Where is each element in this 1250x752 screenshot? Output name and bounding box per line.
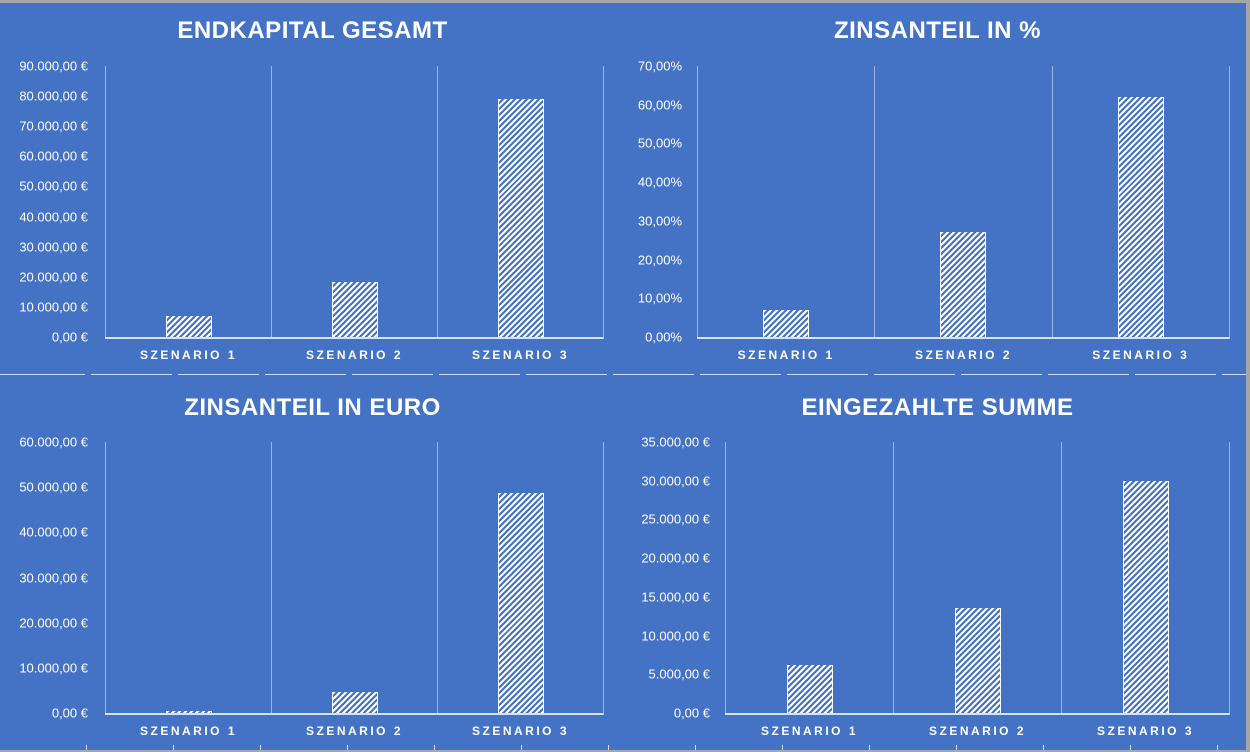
y-axis-tick-label: 50.000,00 € [19,178,88,194]
bar-szenario-1[interactable] [165,710,212,713]
category-column: SZENARIO 2 [893,442,1061,738]
category-axis-label: SZENARIO 2 [305,724,404,738]
y-axis-tick-label: 40.000,00 € [19,524,88,540]
y-axis-tick-label: 80.000,00 € [19,88,88,104]
category-column: SZENARIO 3 [1051,66,1229,362]
category-column: SZENARIO 2 [271,442,437,738]
y-axis-tick-label: 90.000,00 € [19,58,88,74]
y-axis-tick-label: 0,00 € [51,705,88,721]
category-axis-label: SZENARIO 1 [760,724,859,738]
category-axis-label: SZENARIO 3 [1092,348,1190,362]
y-axis-tick-label: 20.000,00 € [641,550,710,566]
window-edge-right [1246,0,1250,752]
y-axis-tick-label: 20,00% [637,252,682,268]
bar-szenario-3[interactable] [1122,480,1169,713]
category-axis-label: SZENARIO 2 [305,348,404,362]
category-column: SZENARIO 1 [105,66,271,362]
chart-title: ZINSANTEIL IN EURO [184,394,441,421]
y-axis-tick-label: 30.000,00 € [19,570,88,585]
chart-panel-endkapital-gesamt[interactable]: ENDKAPITAL GESAMT SZENARIO 1 SZENARIO 2 SZ… [0,0,625,374]
y-axis-tick-label: 40.000,00 € [19,209,88,225]
y-axis-tick-label: 40,00% [637,174,682,190]
bar-szenario-1[interactable] [165,315,212,337]
category-column: SZENARIO 1 [105,442,271,738]
plot-area: SZENARIO 1 SZENARIO 2 SZENARIO 3 [105,442,604,738]
category-axis-label: SZENARIO 3 [471,724,570,738]
chart-panel-zinsanteil-prozent[interactable]: ZINSANTEIL IN % SZENARIO 1 SZENARIO 2 SZEN… [625,0,1250,374]
window-edge-top [0,0,1250,3]
category-column: SZENARIO 1 [725,442,893,738]
category-axis-label: SZENARIO 1 [139,724,238,738]
bar-szenario-3[interactable] [497,99,544,337]
y-axis-tick-label: 10.000,00 € [19,660,88,676]
y-axis-tick-label: 50,00% [637,135,682,151]
y-axis-tick-label: 20.000,00 € [19,615,88,631]
y-axis-tick-label: 10.000,00 € [641,628,710,644]
y-axis-tick-label: 15.000,00 € [641,589,710,605]
y-axis-tick-label: 35.000,00 € [641,434,710,450]
y-axis-tick-label: 30.000,00 € [19,239,88,255]
y-axis-tick-label: 10,00% [637,290,682,306]
chart-title: ENDKAPITAL GESAMT [177,17,448,44]
category-column: SZENARIO 3 [437,66,603,362]
bar-szenario-3[interactable] [1117,96,1164,337]
y-axis-tick-label: 20.000,00 € [19,269,88,285]
bar-szenario-2[interactable] [331,281,378,337]
category-axis-label: SZENARIO 3 [1096,724,1195,738]
bar-szenario-1[interactable] [786,665,833,713]
category-column: SZENARIO 2 [271,66,437,362]
y-axis-tick-label: 30.000,00 € [641,473,710,489]
y-axis-tick-label: 70,00% [637,58,682,74]
category-axis-label: SZENARIO 3 [471,348,570,362]
y-axis-tick-label: 70.000,00 € [19,118,88,134]
category-column: SZENARIO 1 [697,66,874,362]
category-axis-label: SZENARIO 1 [139,348,238,362]
plot-area: SZENARIO 1 SZENARIO 2 SZENARIO 3 [725,442,1230,738]
category-column: SZENARIO 3 [1061,442,1229,738]
chart-title: ZINSANTEIL IN % [833,17,1042,44]
window-edge-bottom [0,750,1250,752]
y-axis-tick-label: 60.000,00 € [19,434,88,450]
category-axis-label: SZENARIO 2 [914,348,1012,362]
worksheet-gridline-ticks [0,745,1250,750]
category-column: SZENARIO 3 [437,442,603,738]
plot-area: SZENARIO 1 SZENARIO 2 SZENARIO 3 [697,66,1230,362]
category-column: SZENARIO 2 [874,66,1051,362]
y-axis-tick-label: 60.000,00 € [19,148,88,164]
worksheet-gridline-horizontal [0,374,1250,375]
bar-szenario-3[interactable] [497,492,544,713]
y-axis-tick-label: 0,00 € [51,329,88,345]
y-axis-tick-label: 5.000,00 € [648,666,710,682]
category-axis-label: SZENARIO 2 [928,724,1027,738]
y-axis-tick-label: 0,00% [645,329,682,345]
bar-szenario-2[interactable] [331,691,378,713]
bar-szenario-2[interactable] [954,608,1001,713]
chart-title: EINGEZAHLTE SUMME [801,394,1074,421]
bar-szenario-1[interactable] [763,309,810,337]
category-axis-label: SZENARIO 1 [737,348,835,362]
y-axis-tick-label: 25.000,00 € [641,511,710,527]
plot-area: SZENARIO 1 SZENARIO 2 SZENARIO 3 [105,66,604,362]
y-axis-tick-label: 30,00% [637,213,682,229]
chart-panel-eingezahlte-summe[interactable]: EINGEZAHLTE SUMME SZENARIO 1 SZENARIO 2 SZ… [625,377,1250,752]
y-axis-tick-label: 0,00 € [673,705,710,721]
y-axis-tick-label: 10.000,00 € [19,299,88,315]
y-axis-tick-label: 50.000,00 € [19,479,88,495]
y-axis-tick-label: 60,00% [637,97,682,113]
bar-szenario-2[interactable] [940,232,987,337]
